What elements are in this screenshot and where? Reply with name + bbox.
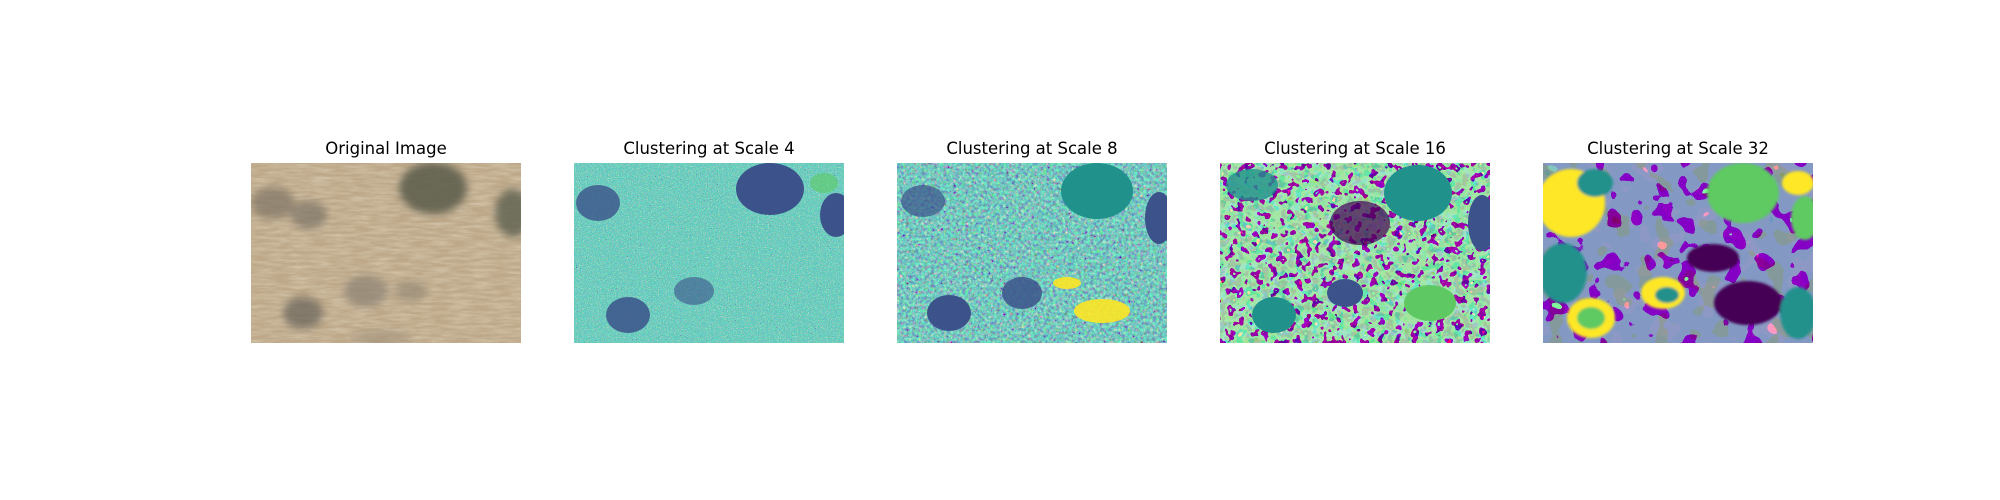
cluster-regions: [1543, 163, 1813, 339]
cluster-map: [574, 163, 844, 343]
shrub-patches: [251, 163, 521, 343]
cluster-map-scale-8: [897, 163, 1167, 343]
cluster-map-scale-16: [1220, 163, 1490, 343]
panel-title: Clustering at Scale 32: [1587, 139, 1769, 158]
cluster-map-scale-32: [1543, 163, 1813, 343]
panel-title: Clustering at Scale 4: [623, 139, 795, 158]
cluster-regions: [1226, 165, 1490, 333]
cluster-map: [1543, 163, 1813, 343]
cluster-regions: [1061, 163, 1133, 219]
cluster-map: [1220, 163, 1490, 343]
original-image: [251, 163, 521, 343]
panel-title: Original Image: [325, 139, 447, 158]
original-image-photo: [251, 163, 521, 343]
cluster-map: [897, 163, 1167, 343]
cluster-map-scale-4: [574, 163, 844, 343]
panel-title: Clustering at Scale 8: [946, 139, 1118, 158]
panel-title: Clustering at Scale 16: [1264, 139, 1446, 158]
cluster-regions: [576, 163, 844, 333]
